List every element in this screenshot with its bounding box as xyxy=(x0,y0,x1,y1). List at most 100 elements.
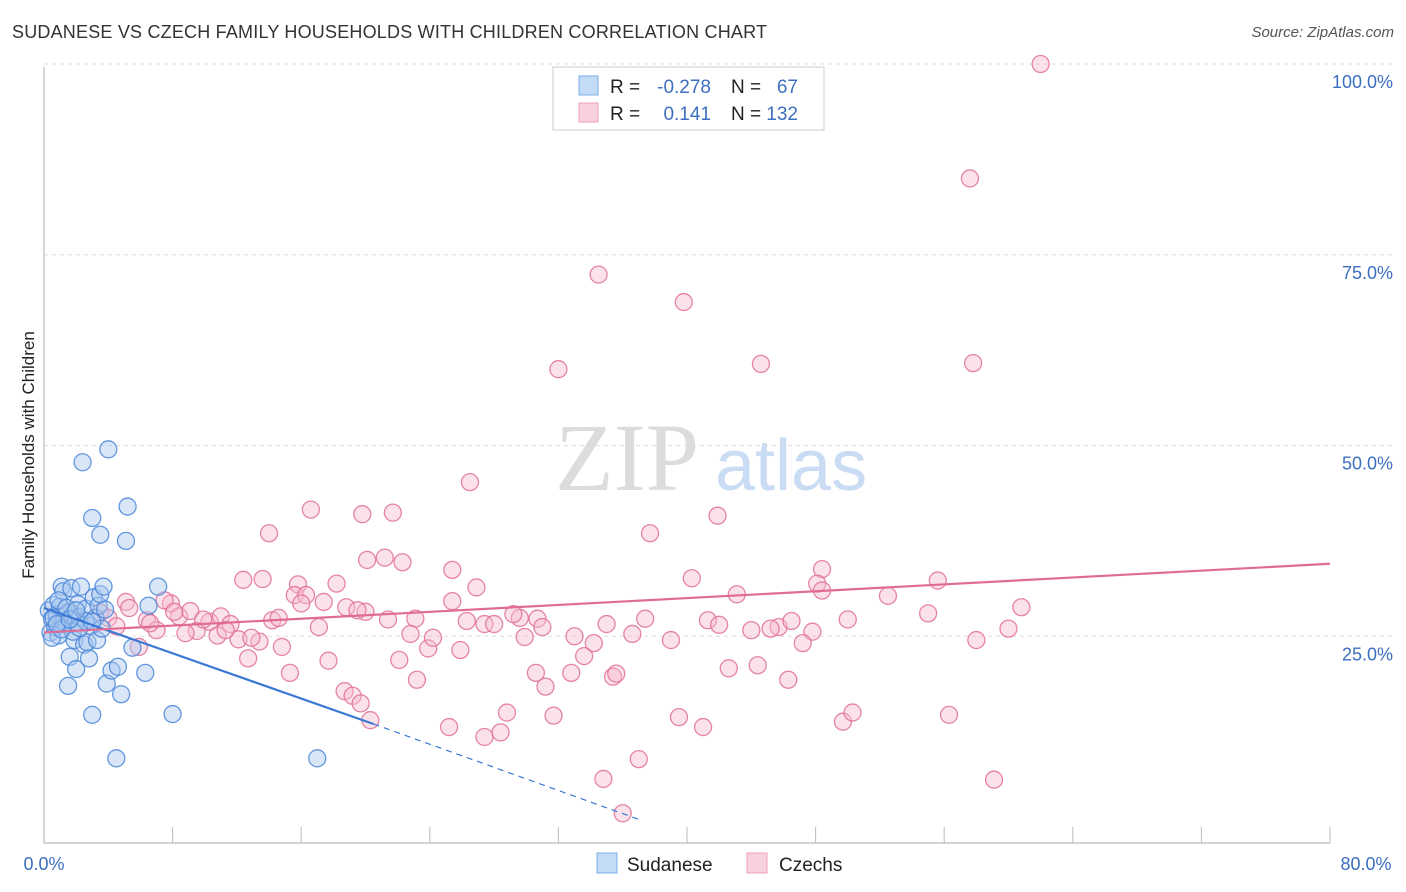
czechs-point-94 xyxy=(984,770,1004,789)
czechs-point-17 xyxy=(812,559,832,579)
czechs-point-37 xyxy=(623,624,642,644)
bottom-legend-swatch-czechs xyxy=(746,852,768,874)
series-czechs xyxy=(91,54,1050,823)
czechs-point-66 xyxy=(419,639,438,658)
czechs-point-10 xyxy=(353,505,372,524)
czechs-point-99 xyxy=(120,598,139,618)
sudanese-point-45 xyxy=(112,685,131,704)
czechs-point-104 xyxy=(176,624,195,643)
czechs-point-118 xyxy=(504,604,523,624)
source-label: Source: ZipAtlas.com xyxy=(1251,24,1394,41)
series-sudanese xyxy=(39,440,327,768)
czechs-point-53 xyxy=(239,649,258,668)
czechs-point-72 xyxy=(515,627,534,647)
czechs-point-8 xyxy=(640,524,660,543)
czechs-point-122 xyxy=(636,609,655,628)
czechs-point-108 xyxy=(242,628,261,647)
czechs-point-30 xyxy=(314,592,333,612)
czechs-point-22 xyxy=(467,578,486,597)
sudanese-point-52 xyxy=(163,704,182,724)
sudanese-point-41 xyxy=(99,440,118,459)
czechs-point-77 xyxy=(574,646,594,666)
czechs-point-59 xyxy=(319,651,338,670)
czechs-point-89 xyxy=(779,670,798,689)
sudanese-point-38 xyxy=(94,577,113,596)
czechs-point-13 xyxy=(357,550,377,570)
czechs-point-80 xyxy=(603,667,623,686)
czechs-point-91 xyxy=(833,712,853,731)
czechs-point-70 xyxy=(491,723,510,742)
czechs-point-7 xyxy=(708,506,727,525)
x-tick-label-max: 80.0% xyxy=(1340,854,1391,874)
czechs-point-114 xyxy=(401,624,420,644)
stats-legend: R = -0.278 N = 67 R = 0.141 N = 132 xyxy=(552,66,825,131)
y-tick-label-1: 50.0% xyxy=(1342,454,1393,474)
czechs-point-75 xyxy=(544,706,563,725)
czechs-point-38 xyxy=(698,611,718,630)
legend-r-value-2: 0.141 xyxy=(663,104,711,125)
sudanese-point-46 xyxy=(116,531,136,551)
czechs-point-125 xyxy=(742,620,761,640)
trend-line-sudanese-extension xyxy=(373,723,639,820)
czechs-point-65 xyxy=(407,670,427,689)
sudanese-point-51 xyxy=(148,577,168,596)
czechs-point-56 xyxy=(272,637,292,657)
sudanese-point-30 xyxy=(83,508,102,528)
czechs-point-131 xyxy=(999,619,1018,638)
czechs-point-4 xyxy=(549,360,568,379)
watermark-atlas: atlas xyxy=(715,426,867,506)
y-tick-labels: 25.0% 50.0% 75.0% 100.0% xyxy=(1332,72,1393,664)
czechs-point-116 xyxy=(457,611,476,631)
bottom-legend-label-sudanese: Sudanese xyxy=(627,855,713,876)
trend-line-czechs xyxy=(43,562,1331,634)
sudanese-point-35 xyxy=(91,525,110,544)
watermark-zip: ZIP xyxy=(555,404,699,511)
czechs-point-109 xyxy=(269,608,288,628)
czechs-point-64 xyxy=(390,650,409,670)
sudanese-point-47 xyxy=(118,497,137,516)
czechs-point-88 xyxy=(761,619,780,638)
legend-n-label-1: N = xyxy=(731,77,761,98)
sudanese-point-19 xyxy=(67,659,86,679)
czechs-point-130 xyxy=(967,630,986,650)
legend-n-value-2: 132 xyxy=(766,104,798,125)
x-axis-ticks xyxy=(43,827,1331,843)
czechs-point-101 xyxy=(140,614,160,633)
czechs-point-62 xyxy=(351,694,370,713)
czechs-point-103 xyxy=(165,602,184,621)
sudanese-point-27 xyxy=(79,649,99,668)
y-tick-label-3: 100.0% xyxy=(1332,72,1393,92)
czechs-point-28 xyxy=(443,592,462,611)
series-legend: Sudanese Czechs xyxy=(596,852,842,876)
legend-n-value-1: 67 xyxy=(777,77,798,98)
czechs-point-92 xyxy=(843,703,862,722)
czechs-point-41 xyxy=(1012,598,1031,617)
czechs-point-129 xyxy=(918,604,938,623)
czechs-point-3 xyxy=(674,292,693,312)
czechs-point-43 xyxy=(137,611,157,630)
czechs-point-119 xyxy=(533,617,552,637)
czechs-point-117 xyxy=(484,614,504,634)
czechs-point-126 xyxy=(782,611,801,631)
czechs-point-12 xyxy=(259,524,279,543)
czechs-point-86 xyxy=(719,659,738,678)
sudanese-point-49 xyxy=(136,663,155,683)
legend-n-label-2: N = xyxy=(731,104,761,125)
bottom-legend-swatch-sudanese xyxy=(596,852,618,874)
czechs-point-18 xyxy=(234,570,253,589)
czechs-point-73 xyxy=(526,663,546,683)
czechs-point-15 xyxy=(393,553,412,572)
czechs-point-58 xyxy=(296,585,316,605)
czechs-point-2 xyxy=(589,265,608,284)
czechs-point-6 xyxy=(460,472,480,492)
y-axis-title: Family Households with Children xyxy=(19,331,38,579)
trend-lines xyxy=(43,562,1331,820)
czechs-point-90 xyxy=(793,633,812,653)
czechs-point-85 xyxy=(693,717,713,737)
sudanese-point-13 xyxy=(58,676,78,695)
czechs-point-95 xyxy=(963,353,983,373)
sudanese-point-29 xyxy=(83,705,102,724)
sudanese-point-22 xyxy=(71,577,91,596)
czechs-point-16 xyxy=(443,560,462,580)
